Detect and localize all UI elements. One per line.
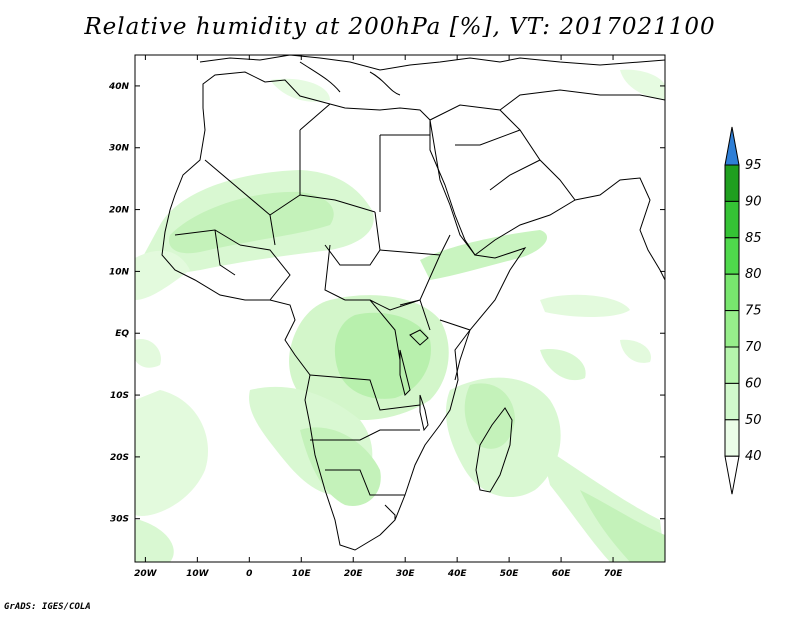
- colorbar-box: [724, 346, 740, 384]
- lon-tick-label: 20W: [134, 569, 158, 579]
- coastlines-and-borders: [161, 55, 665, 551]
- map-axes: 20W 10W 0 10E 20E 30E 40E 50E 60E 70E 40N 30N 20N 10N…: [108, 55, 665, 579]
- colorbar-under-triangle: [724, 455, 740, 495]
- colorbar-label: 60: [745, 376, 762, 391]
- colorbar-label: 85: [745, 231, 762, 246]
- humidity-shading: [135, 69, 665, 562]
- lon-tick-label: 60E: [552, 569, 572, 579]
- lat-tick-label: 10N: [109, 267, 130, 277]
- colorbar-label: 40: [745, 449, 762, 464]
- lat-tick-label: 30N: [109, 144, 130, 154]
- colorbar-over-triangle: [724, 126, 740, 166]
- colorbar: 40 50 60 70 75 80 85 90 95: [724, 126, 762, 495]
- plot-frame: [134, 54, 666, 563]
- colorbar-label: 80: [745, 267, 762, 282]
- grads-credit: GrADS: IGES/COLA: [4, 602, 91, 612]
- colorbar-label: 70: [745, 340, 762, 355]
- lon-tick-label: 70E: [604, 569, 624, 579]
- colorbar-box: [724, 200, 740, 239]
- lon-tick-label: 40E: [447, 569, 468, 579]
- lat-tick-label: 10S: [110, 391, 129, 401]
- map-title: Relative humidity at 200hPa [%], VT: 201…: [84, 14, 716, 40]
- lon-tick-label: 10W: [186, 569, 210, 579]
- colorbar-box: [724, 164, 740, 202]
- lon-tick-label: 10E: [292, 569, 312, 579]
- lat-tick-label: 30S: [110, 515, 129, 525]
- colorbar-label: 75: [745, 304, 762, 319]
- lon-tick-label: 50E: [500, 569, 520, 579]
- colorbar-label: 50: [745, 413, 762, 428]
- lon-tick-label: 30E: [396, 569, 416, 579]
- colorbar-box: [724, 273, 740, 312]
- colorbar-box: [724, 382, 740, 421]
- colorbar-box: [724, 419, 740, 457]
- lat-tick-label: EQ: [115, 329, 129, 339]
- lat-tick-label: 20S: [110, 453, 129, 463]
- colorbar-box: [724, 237, 740, 275]
- lon-tick-label: 20E: [344, 569, 364, 579]
- lat-tick-label: 40N: [108, 82, 130, 92]
- lon-tick-label: 0: [246, 569, 252, 579]
- colorbar-label: 90: [745, 194, 762, 209]
- colorbar-label: 95: [745, 158, 762, 173]
- lat-tick-label: 20N: [109, 206, 130, 216]
- colorbar-box: [724, 310, 740, 348]
